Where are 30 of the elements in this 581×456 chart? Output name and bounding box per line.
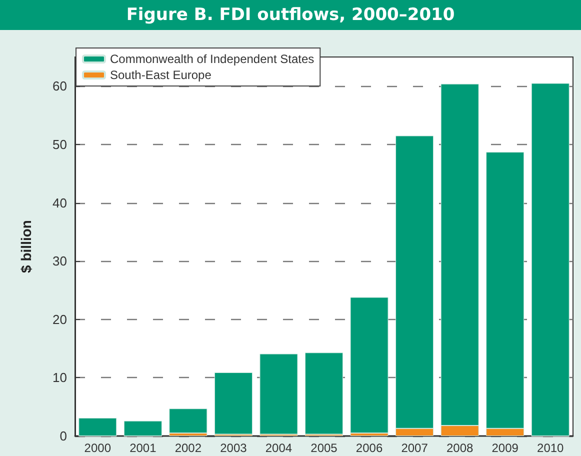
chart-title: Figure B. FDI outflows, 2000–2010 xyxy=(0,0,581,30)
x-tick-label: 2006 xyxy=(356,441,383,455)
x-tick-label: 2001 xyxy=(130,441,157,455)
y-tick-label: 40 xyxy=(52,195,67,210)
x-tick-label: 2002 xyxy=(174,441,202,455)
bar xyxy=(169,408,208,434)
x-tick-label: 2004 xyxy=(265,441,292,455)
y-tick-label: 10 xyxy=(52,370,67,386)
x-tick-label: 2003 xyxy=(220,441,248,455)
bar xyxy=(124,420,162,436)
bar xyxy=(78,418,117,436)
y-tick-label: 20 xyxy=(52,312,67,327)
legend-label: South-East Europe xyxy=(110,68,212,82)
x-tick-label: 2005 xyxy=(310,441,338,455)
x-tick-label: 2009 xyxy=(492,441,519,455)
x-tick-label: 2010 xyxy=(537,441,564,455)
y-tick-label: 0 xyxy=(60,428,67,444)
y-axis-title: $ billion xyxy=(18,220,34,273)
bar xyxy=(214,372,252,434)
bar xyxy=(260,354,298,434)
x-tick-label: 2007 xyxy=(401,441,428,455)
bar xyxy=(304,352,344,434)
bar xyxy=(531,83,570,436)
y-tick-label: 50 xyxy=(52,136,67,152)
x-tick-label: 2000 xyxy=(84,441,112,455)
y-tick-label: 30 xyxy=(52,254,67,269)
legend-label: Commonwealth of Independent States xyxy=(110,52,314,66)
y-tick-label: 60 xyxy=(52,78,67,94)
bar xyxy=(350,297,388,434)
x-tick-label: 2008 xyxy=(446,441,474,455)
